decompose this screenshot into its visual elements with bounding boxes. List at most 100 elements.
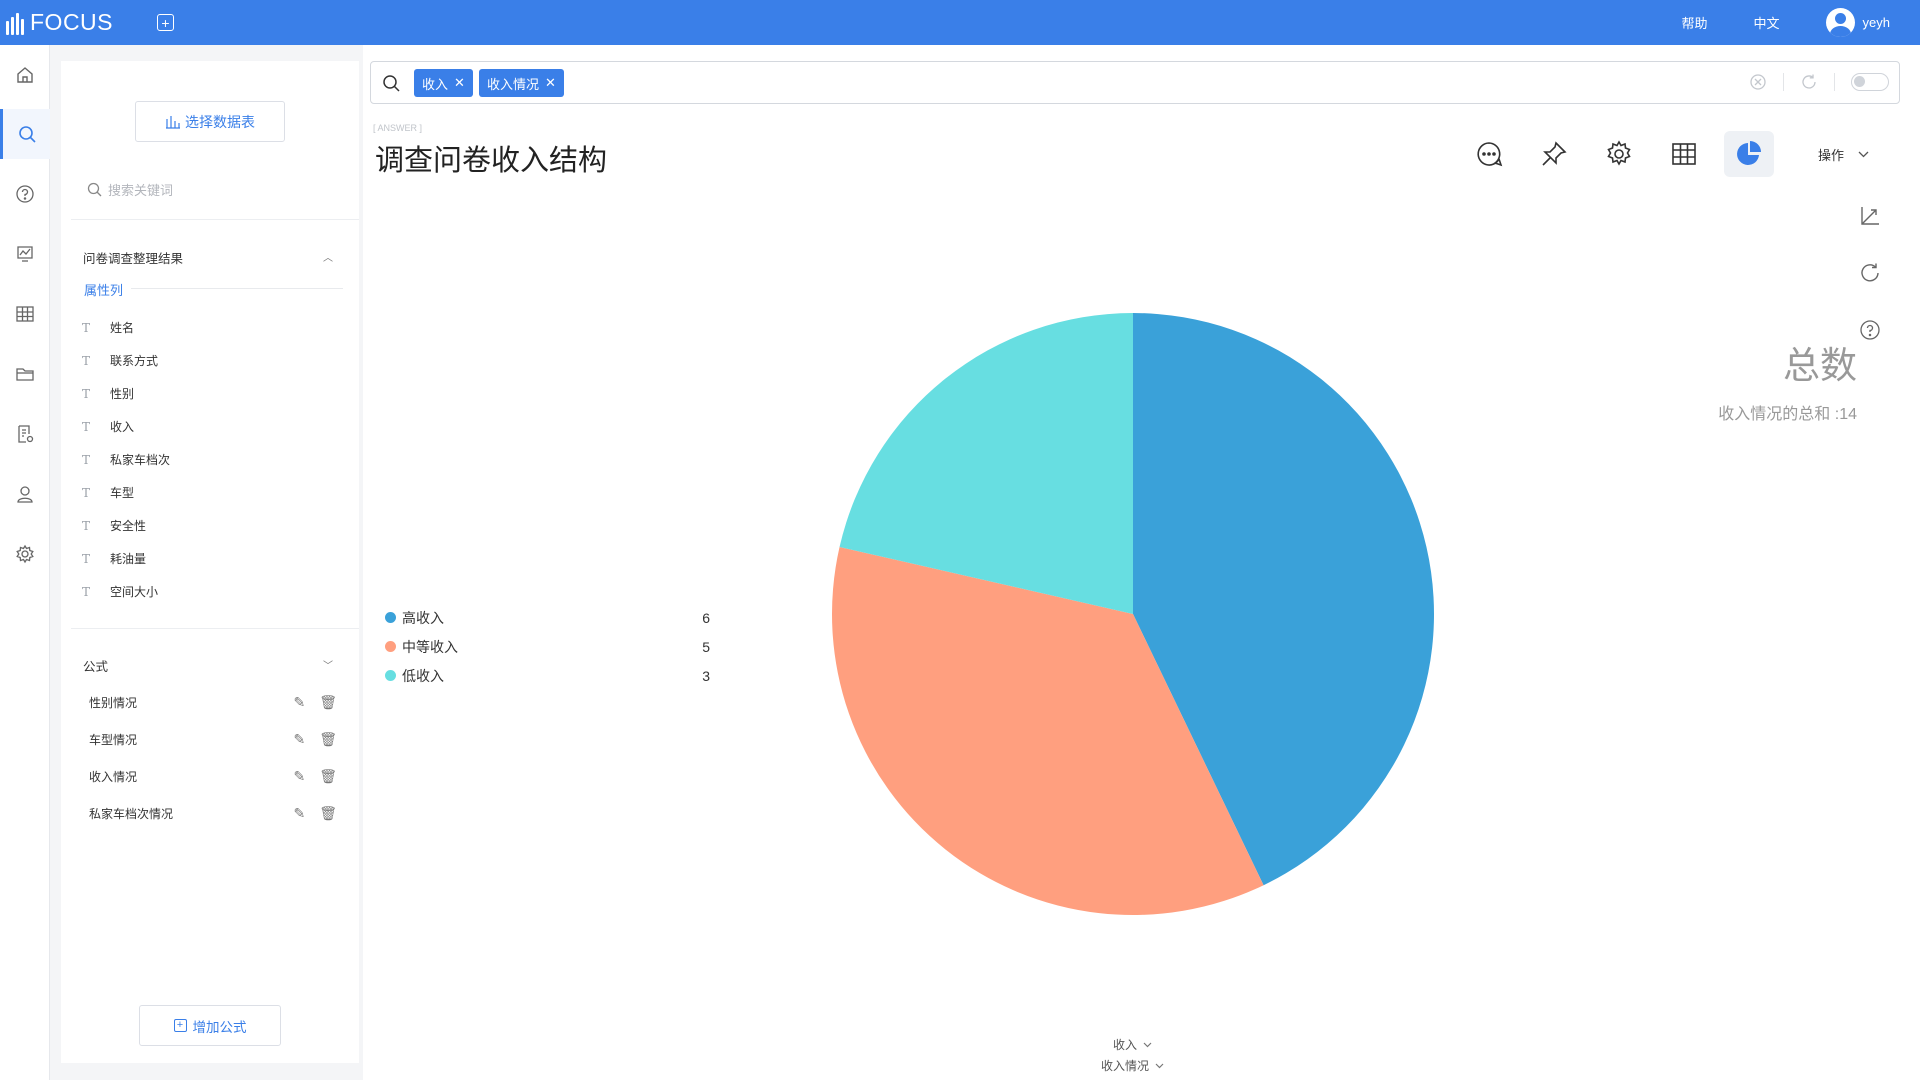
plus-square-icon: + [173, 1019, 187, 1032]
chevron-down-icon [1155, 1063, 1164, 1068]
refresh-chart-icon[interactable] [1859, 262, 1881, 289]
field-label: 空间大小 [110, 585, 159, 599]
comment-icon [1477, 142, 1503, 167]
table-view-button[interactable] [1659, 131, 1709, 177]
help-link[interactable]: 帮助 [1681, 16, 1708, 31]
field-item[interactable]: T 收入 [82, 418, 134, 435]
field-label: 联系方式 [110, 354, 159, 368]
formula-item[interactable]: 收入情况 ✎ 🗑 [89, 768, 337, 785]
gear-icon [1607, 140, 1631, 166]
language-switch[interactable]: 中文 [1753, 16, 1780, 31]
search-tag[interactable]: 收入 ✕ [414, 69, 473, 97]
edit-icon[interactable]: ✎ [293, 694, 306, 710]
task-settings-icon[interactable] [0, 409, 50, 459]
text-type-icon: T [82, 518, 91, 533]
y-axis-selector[interactable]: 收入情况 [1101, 1057, 1164, 1074]
operations-label: 操作 [1818, 148, 1845, 163]
refresh-icon[interactable] [1800, 73, 1818, 91]
field-item[interactable]: T 姓名 [82, 319, 134, 336]
tag-label: 收入情况 [487, 76, 540, 92]
edit-icon[interactable]: ✎ [293, 768, 306, 784]
formula-item[interactable]: 性别情况 ✎ 🗑 [89, 694, 337, 711]
chart-legend: 高收入 6 中等收入 5 低收入 3 [385, 603, 785, 690]
folder-icon[interactable] [0, 349, 50, 399]
gear-icon[interactable] [0, 529, 50, 579]
clear-icon[interactable] [1749, 73, 1767, 91]
table-icon [1672, 143, 1696, 165]
question-icon[interactable] [0, 169, 50, 219]
help-icon[interactable] [1859, 319, 1881, 346]
pie-chart[interactable] [363, 45, 1920, 1045]
logo-text: FOCUS [30, 9, 113, 35]
field-item[interactable]: T 耗油量 [82, 550, 146, 567]
pie-slice[interactable] [1133, 313, 1435, 886]
user-menu[interactable]: yeyh [1825, 8, 1890, 37]
user-icon[interactable] [0, 469, 50, 519]
formula-item[interactable]: 车型情况 ✎ 🗑 [89, 731, 337, 748]
delete-icon[interactable]: 🗑 [319, 805, 337, 821]
legend-item[interactable]: 低收入 3 [385, 661, 785, 690]
field-label: 安全性 [110, 519, 147, 533]
chart-view-button[interactable] [1724, 131, 1774, 177]
app-logo[interactable]: FOCUS [6, 9, 113, 36]
field-item[interactable]: T 空间大小 [82, 583, 158, 600]
avatar [1825, 8, 1855, 37]
delete-icon[interactable]: 🗑 [319, 694, 337, 710]
settings-button[interactable] [1594, 131, 1644, 177]
search-tag[interactable]: 收入情况 ✕ [479, 69, 564, 97]
legend-item[interactable]: 高收入 6 [385, 603, 785, 632]
edit-icon[interactable]: ✎ [293, 805, 306, 821]
add-formula-button[interactable]: + 增加公式 [139, 1005, 281, 1046]
field-item[interactable]: T 车型 [82, 484, 134, 501]
mode-toggle[interactable] [1851, 73, 1889, 91]
add-tab-icon[interactable]: + [157, 14, 174, 31]
axis-settings-icon[interactable] [1859, 205, 1881, 232]
field-item[interactable]: T 安全性 [82, 517, 146, 534]
text-type-icon: T [82, 419, 91, 434]
page-title[interactable]: 调查问卷收入结构 [375, 145, 608, 177]
bar-chart-icon [166, 115, 180, 129]
search-bar[interactable]: 收入 ✕ 收入情况 ✕ [370, 61, 1900, 104]
x-axis-selector[interactable]: 收入 [1113, 1036, 1152, 1053]
answer-panel: 收入 ✕ 收入情况 ✕ [ ANSWER ] 调查问卷收入结构 操作 [363, 45, 1920, 1080]
field-item[interactable]: T 私家车档次 [82, 451, 170, 468]
add-formula-label: 增加公式 [192, 1019, 247, 1035]
close-icon[interactable]: ✕ [454, 75, 465, 90]
home-icon[interactable] [0, 50, 50, 100]
formula-label: 车型情况 [89, 733, 138, 747]
pie-slice[interactable] [839, 313, 1133, 614]
search-icon [87, 182, 102, 197]
answer-toolbar [1464, 131, 1789, 177]
formula-section-title[interactable]: 公式 [83, 660, 109, 674]
chevron-down-icon[interactable]: ﹀ [323, 661, 333, 672]
divider [71, 628, 359, 629]
formula-label: 私家车档次情况 [89, 807, 174, 821]
table-section-title[interactable]: 问卷调查整理结果 [83, 252, 184, 266]
field-item[interactable]: T 性别 [82, 385, 134, 402]
field-item[interactable]: T 联系方式 [82, 352, 158, 369]
pie-slice[interactable] [832, 547, 1264, 916]
edit-icon[interactable]: ✎ [293, 731, 306, 747]
table-icon[interactable] [0, 289, 50, 339]
select-table-button[interactable]: 选择数据表 [135, 101, 285, 142]
delete-icon[interactable]: 🗑 [319, 768, 337, 784]
chevron-up-icon[interactable]: ︿ [323, 253, 333, 264]
dashboard-icon[interactable] [0, 229, 50, 279]
text-type-icon: T [82, 584, 91, 599]
search-nav-icon[interactable] [0, 109, 50, 159]
comment-button[interactable] [1464, 131, 1514, 177]
formula-item[interactable]: 私家车档次情况 ✎ 🗑 [89, 805, 337, 822]
delete-icon[interactable]: 🗑 [319, 731, 337, 747]
field-label: 收入 [110, 420, 135, 434]
text-type-icon: T [82, 485, 91, 500]
legend-label: 高收入 [402, 609, 444, 626]
total-title: 总数 [1783, 345, 1857, 386]
pin-button[interactable] [1529, 131, 1579, 177]
tag-label: 收入 [422, 76, 449, 92]
operations-menu[interactable]: 操作 [1818, 145, 1869, 164]
keyword-search-input[interactable]: 搜索关键词 [87, 180, 173, 199]
close-icon[interactable]: ✕ [545, 75, 556, 90]
legend-item[interactable]: 中等收入 5 [385, 632, 785, 661]
pie-chart-icon [1737, 141, 1761, 165]
field-label: 私家车档次 [110, 453, 171, 467]
